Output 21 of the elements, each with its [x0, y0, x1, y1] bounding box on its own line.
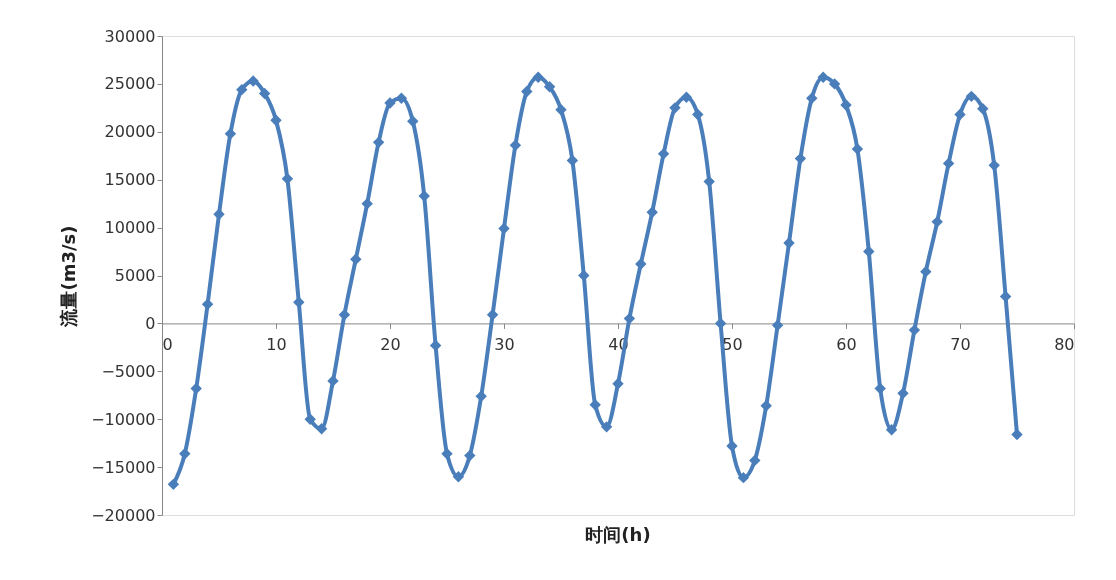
x-tick-label: 0 — [162, 334, 173, 354]
y-tick-label: 5000 — [114, 266, 156, 285]
y-tick-label: 30000 — [104, 26, 156, 46]
x-tick-label: 30 — [494, 334, 515, 354]
x-tick-label: 80 — [1054, 334, 1075, 354]
y-tick-label: 15000 — [104, 170, 156, 190]
x-tick-label: 60 — [836, 334, 857, 354]
x-tick-label: 20 — [380, 334, 401, 354]
y-tick-label: −20000 — [91, 505, 156, 525]
x-axis-title: 时间(h) — [585, 524, 651, 545]
y-tick-label: −10000 — [91, 409, 156, 429]
y-tick-label: 10000 — [104, 218, 156, 238]
x-tick-label: 50 — [722, 334, 743, 354]
x-tick-label: 10 — [266, 334, 287, 354]
y-tick-label: 0 — [145, 313, 156, 333]
x-tick-label: 70 — [950, 334, 971, 354]
y-tick-label: −15000 — [91, 457, 156, 477]
y-tick-label: 25000 — [104, 74, 156, 94]
y-tick-label: 20000 — [104, 122, 156, 142]
y-tick-label: −5000 — [101, 361, 156, 381]
y-axis-title: 流量(m3/s) — [58, 225, 80, 328]
